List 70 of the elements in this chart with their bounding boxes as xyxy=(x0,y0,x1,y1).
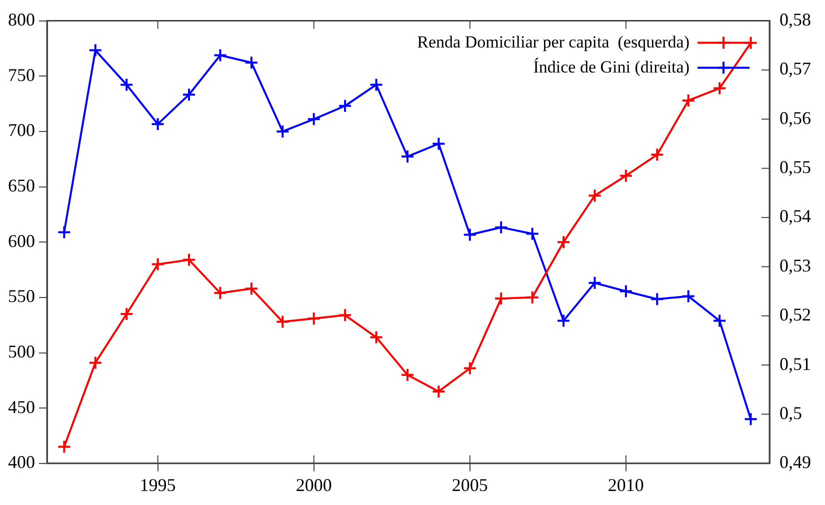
point xyxy=(213,48,228,62)
x-tick-label: 2005 xyxy=(452,474,488,495)
y2-tick-label: 0,51 xyxy=(780,354,811,374)
y2-tick-label: 0,55 xyxy=(780,157,811,178)
point xyxy=(120,78,134,92)
x-tick-label: 1995 xyxy=(140,474,176,495)
point xyxy=(306,112,321,126)
y-tick-label: 750 xyxy=(8,64,35,85)
y2-tick-label: 0,57 xyxy=(780,58,811,79)
point xyxy=(525,226,540,241)
y2-tick-label: 0,52 xyxy=(780,304,811,325)
point xyxy=(88,356,102,370)
x-tick-label: 2000 xyxy=(296,474,332,495)
y2-tick-label: 0,53 xyxy=(780,255,811,276)
y2-tick-label: 0,56 xyxy=(780,108,811,128)
point xyxy=(400,368,414,382)
point xyxy=(462,228,477,242)
point xyxy=(432,136,446,151)
y2-tick-label: 0,54 xyxy=(780,206,811,226)
point xyxy=(712,314,727,328)
point xyxy=(462,361,477,376)
point xyxy=(338,98,352,113)
y2-tick-label: 0,49 xyxy=(780,452,811,472)
point xyxy=(244,282,258,296)
point xyxy=(618,168,633,183)
point xyxy=(432,384,446,398)
point xyxy=(369,78,384,92)
y-tick-label: 650 xyxy=(8,176,35,196)
point xyxy=(57,225,72,240)
point xyxy=(182,252,196,267)
point xyxy=(276,124,290,138)
y-tick-label: 700 xyxy=(8,120,35,140)
y-tick-label: 550 xyxy=(8,286,35,306)
point xyxy=(182,88,196,102)
point xyxy=(369,330,384,344)
point xyxy=(306,311,321,326)
x-tick-label: 2010 xyxy=(608,474,644,495)
point xyxy=(400,150,414,164)
legend-label: Índice de Gini (direita) xyxy=(533,57,690,76)
y-tick-label: 500 xyxy=(8,341,35,362)
point xyxy=(588,188,602,203)
y-tick-label: 800 xyxy=(8,10,35,30)
point xyxy=(120,307,134,322)
point xyxy=(276,314,290,329)
point xyxy=(213,286,228,300)
y2-tick-label: 0,5 xyxy=(780,402,802,423)
point xyxy=(556,314,571,328)
point xyxy=(244,56,258,70)
point xyxy=(650,292,664,306)
point xyxy=(88,43,102,58)
point xyxy=(681,93,696,108)
y2-tick-label: 0,58 xyxy=(780,10,811,30)
point xyxy=(556,235,571,250)
point xyxy=(494,220,508,234)
point xyxy=(150,117,165,132)
point xyxy=(618,284,633,298)
point xyxy=(494,292,508,306)
point xyxy=(57,440,72,454)
point xyxy=(525,290,540,304)
point xyxy=(712,81,727,96)
y-tick-label: 400 xyxy=(8,452,35,472)
point xyxy=(650,148,664,162)
point xyxy=(681,289,696,304)
point xyxy=(150,257,165,272)
point xyxy=(744,412,758,426)
point xyxy=(588,276,602,290)
y-tick-label: 600 xyxy=(8,230,35,251)
point xyxy=(338,308,352,322)
legend-label: Renda Domiciliar per capita (esquerda) xyxy=(417,32,690,52)
y-tick-label: 450 xyxy=(8,396,35,417)
